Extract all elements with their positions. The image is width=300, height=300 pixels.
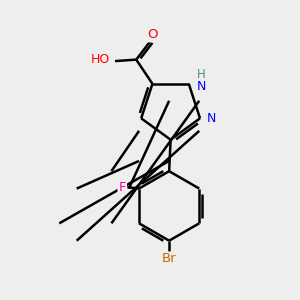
Text: O: O [147,28,158,41]
Text: H: H [197,68,206,81]
Text: N: N [206,112,216,125]
Text: Br: Br [162,252,176,266]
Text: N: N [196,80,206,93]
Text: HO: HO [91,53,110,66]
Text: F: F [118,181,126,194]
